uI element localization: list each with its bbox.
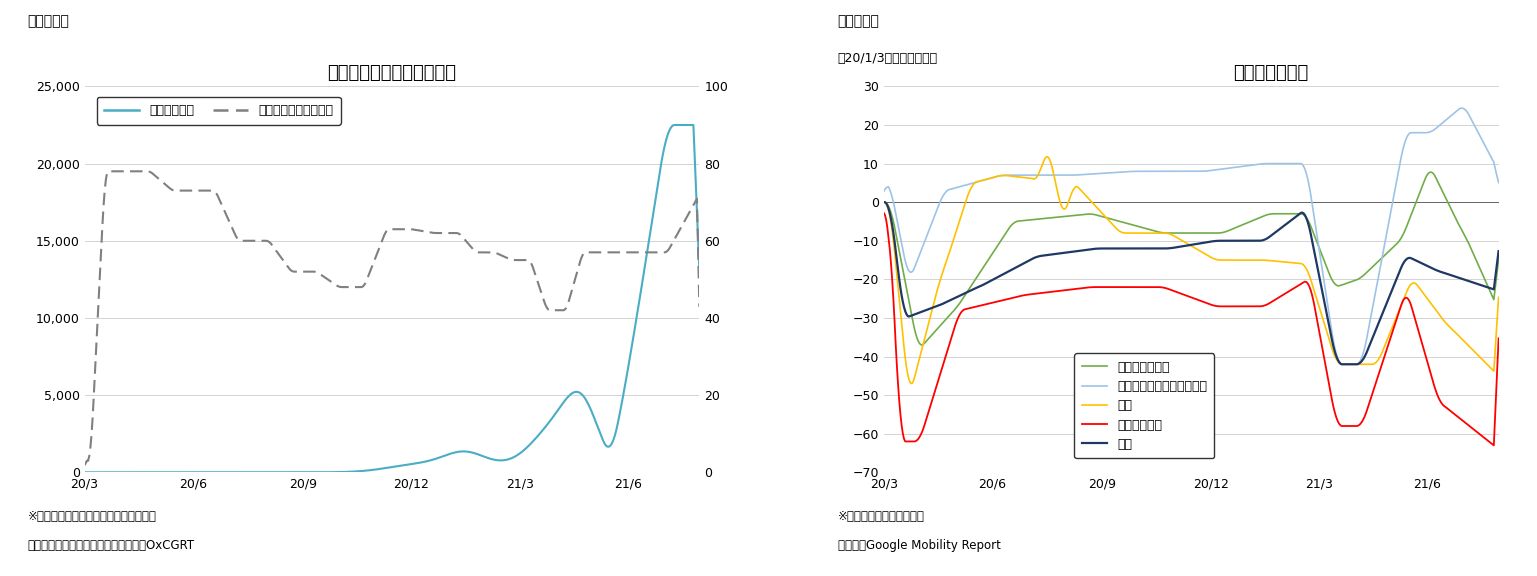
公共交通機関	[1308, 314, 1326, 321]
公園	[902, 380, 921, 387]
小売・娯楽施設	[1489, 256, 1508, 263]
小売・娯楽施設	[1422, 169, 1440, 176]
Legend: 新規感染者数, 厳格度指数（右目盛）: 新規感染者数, 厳格度指数（右目盛）	[97, 97, 341, 124]
公園	[1171, 237, 1190, 244]
公共交通機関	[1489, 335, 1508, 342]
食料品店・ドラッグストア	[1489, 179, 1508, 186]
職場	[1333, 361, 1351, 367]
食料品店・ドラッグストア	[1170, 168, 1188, 175]
職場	[1328, 354, 1346, 361]
Title: タイの外出状況: タイの外出状況	[1234, 64, 1308, 82]
食料品店・ドラッグストア	[1187, 168, 1205, 175]
食料品店・ドラッグストア	[1308, 230, 1326, 237]
職場	[1485, 286, 1503, 293]
Text: （図表３）: （図表３）	[28, 14, 69, 28]
小売・娯楽施設	[1486, 286, 1505, 293]
食料品店・ドラッグストア	[1187, 168, 1205, 175]
小売・娯楽施設	[875, 199, 893, 206]
公園	[1037, 153, 1056, 160]
食料品店・ドラッグストア	[1333, 361, 1351, 367]
公園	[1330, 359, 1348, 366]
職場	[875, 199, 893, 206]
小売・娯楽施設	[1171, 230, 1190, 237]
公共交通機関	[1187, 295, 1205, 302]
職場	[1187, 240, 1205, 247]
公園	[1310, 303, 1328, 310]
小売・娯楽施設	[1308, 241, 1326, 248]
Line: 職場: 職場	[884, 202, 1499, 364]
Text: （図表４）: （図表４）	[838, 14, 879, 28]
公園	[875, 199, 893, 206]
職場	[1187, 241, 1205, 248]
公園	[1190, 247, 1208, 254]
公共交通機関	[1328, 415, 1346, 422]
公共交通機関	[1485, 442, 1503, 449]
食料品店・ドラッグストア	[1452, 105, 1471, 112]
公共交通機関	[1170, 289, 1188, 296]
小売・娯楽施設	[1188, 230, 1207, 237]
Text: （資料）Google Mobility Report: （資料）Google Mobility Report	[838, 539, 1001, 552]
食料品店・ドラッグストア	[1486, 164, 1505, 171]
Text: （20/1/3～５週間対比）: （20/1/3～５週間対比）	[838, 52, 938, 65]
公園	[1489, 294, 1508, 301]
Line: 公園: 公園	[884, 157, 1499, 384]
小売・娯楽施設	[1187, 230, 1205, 237]
公共交通機関	[1187, 296, 1205, 303]
Legend: 小売・娯楽施設, 食料品店・ドラッグストア, 公園, 公共交通機関, 職場: 小売・娯楽施設, 食料品店・ドラッグストア, 公園, 公共交通機関, 職場	[1074, 353, 1214, 458]
小売・娯楽施設	[913, 342, 931, 348]
職場	[1489, 248, 1508, 255]
Title: タイの新規感染者数の推移: タイの新規感染者数の推移	[327, 64, 456, 82]
Line: 小売・娯楽施設: 小売・娯楽施設	[884, 172, 1499, 345]
公共交通機関	[1483, 441, 1502, 448]
食料品店・ドラッグストア	[875, 188, 893, 195]
職場	[1308, 260, 1326, 267]
Line: 食料品店・ドラッグストア: 食料品店・ドラッグストア	[884, 108, 1499, 364]
Text: ※新規感染者数は後方７日移動平均の値: ※新規感染者数は後方７日移動平均の値	[28, 510, 157, 523]
公園	[1486, 350, 1505, 357]
職場	[1170, 244, 1188, 251]
食料品店・ドラッグストア	[1328, 353, 1346, 359]
公共交通機関	[875, 210, 893, 217]
Text: （資料）ジョンズ・ホプキンズ大学、OxCGRT: （資料）ジョンズ・ホプキンズ大学、OxCGRT	[28, 539, 195, 552]
公園	[1188, 246, 1207, 253]
Text: ※値は後方７日間移動平均: ※値は後方７日間移動平均	[838, 510, 925, 523]
Line: 公共交通機関: 公共交通機関	[884, 213, 1499, 445]
小売・娯楽施設	[1330, 282, 1348, 289]
